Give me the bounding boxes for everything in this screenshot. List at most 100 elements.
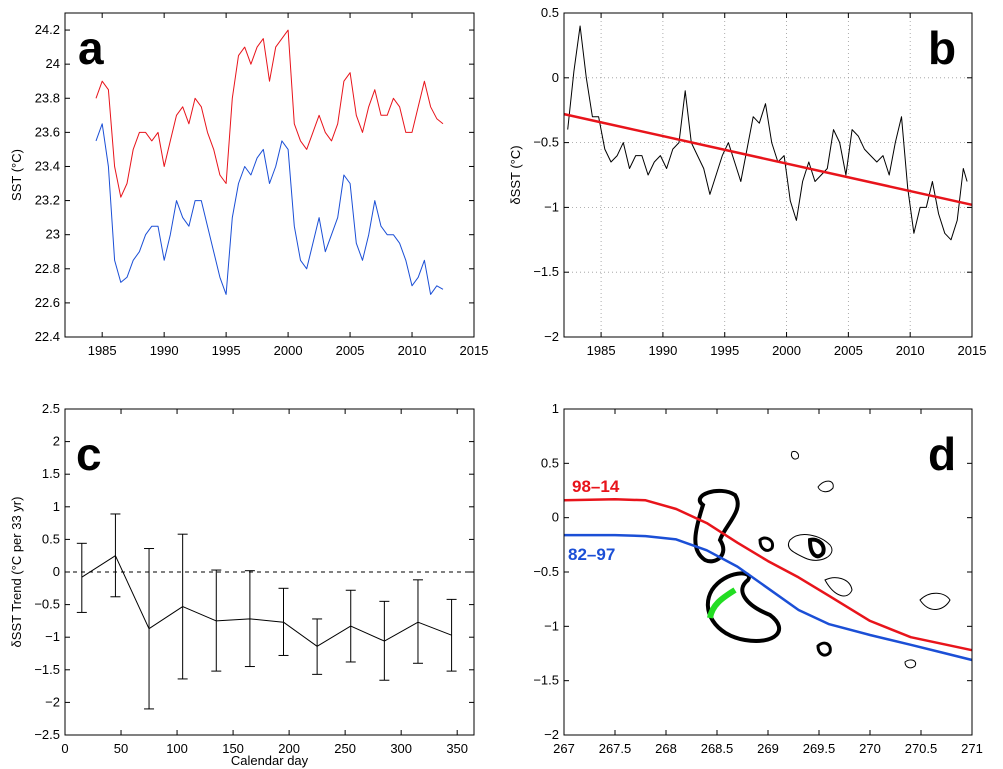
- x-axis-label: Calendar day: [231, 753, 309, 768]
- x-tick-label: 267: [553, 741, 575, 756]
- island-outline: [816, 641, 832, 657]
- y-tick-label: 24.2: [35, 22, 60, 37]
- panel-letter-a: a: [78, 22, 104, 74]
- y-tick-label: 23.4: [35, 158, 60, 173]
- island-outline: [787, 534, 833, 561]
- x-tick-label: 50: [114, 741, 128, 756]
- plot-frame: [563, 408, 973, 736]
- y-tick-label: 1: [53, 499, 60, 514]
- series-line: [567, 25, 968, 241]
- y-tick-label: −2: [45, 694, 60, 709]
- y-tick-label: −1: [45, 629, 60, 644]
- x-tick-label: 200: [278, 741, 300, 756]
- x-tick-label: 1985: [88, 343, 117, 358]
- island-outline: [791, 451, 799, 460]
- y-tick-label: 23.6: [35, 124, 60, 139]
- y-tick-label: 23.2: [35, 193, 60, 208]
- y-tick-label: 0.5: [541, 5, 559, 20]
- x-tick-label: 269.5: [803, 741, 836, 756]
- x-tick-label: 1990: [150, 343, 179, 358]
- y-tick-label: 2: [53, 434, 60, 449]
- x-tick-label: 2015: [958, 343, 987, 358]
- y-tick-label: 0: [552, 510, 559, 525]
- x-tick-label: 2000: [772, 343, 801, 358]
- y-tick-label: −1: [544, 618, 559, 633]
- x-tick-label: 2010: [896, 343, 925, 358]
- x-tick-label: 2005: [834, 343, 863, 358]
- x-tick-label: 250: [334, 741, 356, 756]
- panel-letter-c: c: [76, 428, 102, 480]
- x-tick-label: 2005: [336, 343, 365, 358]
- y-axis-label: δSST (°C): [508, 145, 523, 204]
- x-tick-label: 100: [166, 741, 188, 756]
- island-outline: [824, 577, 853, 597]
- panel-d: 267 267.5 268 268.5 269 269.5 270 270.5 271 −2 −1.…: [533, 401, 983, 756]
- series-line: [563, 497, 973, 652]
- island-outline: [705, 571, 782, 643]
- x-tick-label: 270: [859, 741, 881, 756]
- x-tick-label: 268.5: [701, 741, 734, 756]
- label-82-97: 82–97: [568, 545, 615, 564]
- plot-frame: [64, 12, 475, 338]
- highlighted-coast-segment: [707, 587, 737, 619]
- x-tick-label: 350: [446, 741, 468, 756]
- y-tick-label: 2.5: [42, 401, 60, 416]
- y-tick-label: −2: [544, 727, 559, 742]
- island-outline: [693, 488, 740, 564]
- series-line: [95, 123, 444, 295]
- y-tick-label: −0.5: [34, 597, 60, 612]
- y-tick-label: 0.5: [541, 455, 559, 470]
- x-tick-label: 1995: [710, 343, 739, 358]
- x-tick-label: 269: [757, 741, 779, 756]
- x-tick-label: 270.5: [905, 741, 938, 756]
- panel-letter-b: b: [928, 22, 956, 74]
- x-tick-label: 1995: [212, 343, 241, 358]
- x-tick-label: 2000: [274, 343, 303, 358]
- x-tick-label: 150: [222, 741, 244, 756]
- plot-frame: [563, 12, 973, 338]
- x-tick-label: 2015: [460, 343, 489, 358]
- y-tick-label: 22.4: [35, 329, 60, 344]
- y-tick-label: −0.5: [533, 564, 559, 579]
- y-tick-label: −0.5: [533, 135, 559, 150]
- x-tick-label: 2010: [398, 343, 427, 358]
- y-tick-label: 0.5: [42, 531, 60, 546]
- x-tick-label: 0: [61, 741, 68, 756]
- y-tick-label: −1.5: [533, 264, 559, 279]
- y-tick-label: −1.5: [34, 662, 60, 677]
- y-axis-label: SST (°C): [9, 149, 24, 201]
- island-outline: [817, 480, 834, 493]
- panel-letter-d: d: [928, 428, 956, 480]
- island-outline: [758, 536, 775, 552]
- x-tick-label: 271: [961, 741, 983, 756]
- y-tick-label: 0: [53, 564, 60, 579]
- island-outline: [807, 537, 826, 559]
- y-tick-label: 23: [46, 227, 60, 242]
- y-tick-label: −1: [544, 199, 559, 214]
- x-tick-label: 1985: [587, 343, 616, 358]
- y-tick-label: 23.8: [35, 90, 60, 105]
- y-tick-label: 24: [46, 56, 60, 71]
- y-tick-label: −2.5: [34, 727, 60, 742]
- series-line: [564, 533, 973, 662]
- x-tick-label: 1990: [648, 343, 677, 358]
- island-outline: [919, 592, 951, 610]
- x-tick-label: 268: [655, 741, 677, 756]
- series-line: [563, 112, 973, 207]
- label-98-14: 98–14: [572, 477, 620, 496]
- y-tick-label: 22.8: [35, 261, 60, 276]
- y-axis-label: δSST Trend (°C per 33 yr): [9, 497, 24, 648]
- y-tick-label: 1.5: [42, 466, 60, 481]
- x-tick-label: 300: [390, 741, 412, 756]
- y-tick-label: 0: [552, 70, 559, 85]
- y-tick-label: −2: [544, 329, 559, 344]
- series-line: [81, 555, 452, 647]
- y-tick-label: 1: [552, 401, 559, 416]
- panel-b: 1985 1990 1995 2000 2005 2010 2015 −2 −1.5 −1 −0.5…: [508, 5, 986, 358]
- x-tick-label: 267.5: [599, 741, 632, 756]
- panel-a: 1985 1990 1995 2000 2005 2010 2015 22.4 22.6 22.8…: [9, 12, 489, 358]
- panel-c: 0 50 100 150 200 250 300 350 −2.5 −2 −1.5 −1 −0.5 0 0.…: [9, 401, 475, 768]
- series-line: [95, 29, 444, 198]
- island-outline: [904, 659, 917, 669]
